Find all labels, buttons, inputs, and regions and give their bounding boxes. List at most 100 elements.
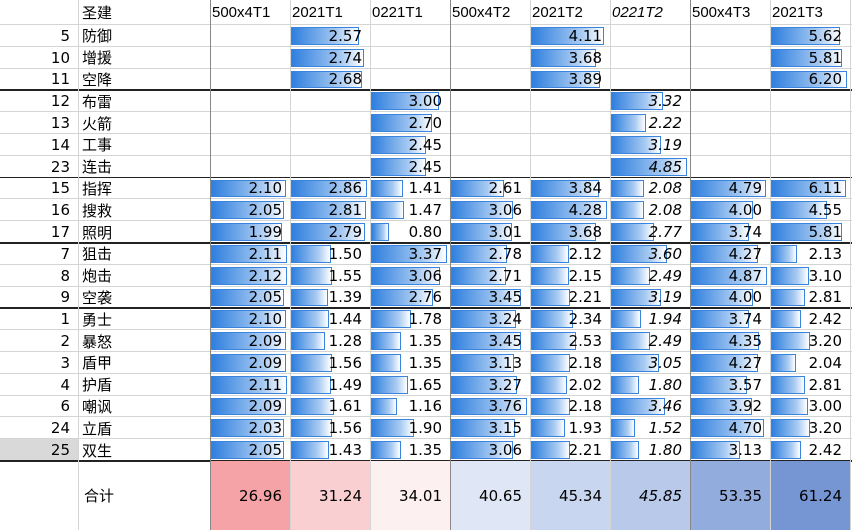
data-bar xyxy=(211,419,284,438)
data-bar xyxy=(211,354,286,372)
data-bar xyxy=(611,288,661,307)
value: 3.13 xyxy=(728,441,762,460)
data-bar xyxy=(451,288,521,307)
value-cell: 2.49 xyxy=(610,265,690,287)
value-cell: 2.18 xyxy=(530,396,610,418)
column-header: 2021T1 xyxy=(292,4,343,21)
value: 3.19 xyxy=(648,288,682,307)
value-cell: 2.02 xyxy=(530,374,610,396)
value: 2.09 xyxy=(248,397,282,416)
value-cell: 2.68 xyxy=(290,69,370,91)
value-cell: 4.27 xyxy=(690,243,770,265)
value-cell: 3.92 xyxy=(690,396,770,418)
value: 1.80 xyxy=(648,441,682,460)
data-bar xyxy=(291,288,328,307)
value-cell: 3.06 xyxy=(450,199,530,221)
value-cell: 2.81 xyxy=(290,199,370,221)
value-cell: 1.16 xyxy=(370,396,450,418)
value: 5.81 xyxy=(808,223,842,242)
value: 3.00 xyxy=(408,92,442,111)
value: 1.43 xyxy=(328,441,362,460)
value: 3.32 xyxy=(648,92,682,111)
row-id: 11 xyxy=(50,70,70,89)
value-cell: 3.84 xyxy=(530,178,610,200)
data-bar xyxy=(371,310,412,329)
row-id: 12 xyxy=(50,92,70,111)
data-bar xyxy=(371,354,402,372)
data-bar xyxy=(611,419,635,438)
data-bar xyxy=(291,223,366,241)
value-cell: 2.13 xyxy=(770,243,850,265)
total-cell: 34.01 xyxy=(370,461,450,530)
data-bar xyxy=(531,354,570,372)
value-cell: 3.06 xyxy=(450,439,530,461)
value: 2.77 xyxy=(648,223,682,242)
value-cell: 2.09 xyxy=(210,396,290,418)
value-cell: 2.49 xyxy=(610,330,690,352)
value-cell: 2.61 xyxy=(450,178,530,200)
value: 2.86 xyxy=(328,179,362,198)
data-bar xyxy=(691,397,753,416)
row-name: 盾甲 xyxy=(82,354,113,373)
row-id: 24 xyxy=(50,419,70,438)
total-cell: 26.96 xyxy=(210,461,290,530)
value-cell: 1.35 xyxy=(370,439,450,461)
data-bar xyxy=(691,245,758,263)
value: 2.81 xyxy=(328,201,362,220)
data-bar xyxy=(771,375,806,394)
value: 2.61 xyxy=(488,179,522,198)
data-bar xyxy=(371,179,403,198)
value-cell: 1.94 xyxy=(610,308,690,330)
column-line xyxy=(770,0,771,530)
value: 1.35 xyxy=(408,332,442,351)
value-cell: 4.00 xyxy=(690,199,770,221)
value-cell: 3.15 xyxy=(450,417,530,439)
value: 2.11 xyxy=(248,244,282,263)
value-cell: 2.22 xyxy=(610,112,690,134)
data-bar xyxy=(451,266,506,285)
value-cell: 2.42 xyxy=(770,439,850,461)
grid-line xyxy=(0,372,852,374)
data-bar xyxy=(371,397,398,416)
data-bar xyxy=(451,179,504,198)
value: 2.70 xyxy=(408,114,442,133)
data-bar xyxy=(611,114,646,132)
value: 2.08 xyxy=(648,179,682,198)
value: 2.12 xyxy=(248,266,282,285)
value-cell: 1.47 xyxy=(370,199,450,221)
value-cell: 3.24 xyxy=(450,308,530,330)
data-bar xyxy=(211,266,287,285)
value: 3.84 xyxy=(568,179,602,198)
total-cell: 40.65 xyxy=(450,461,530,530)
value-cell: 1.90 xyxy=(370,417,450,439)
value-cell: 2.81 xyxy=(770,287,850,309)
value: 3.24 xyxy=(488,310,522,329)
data-bar xyxy=(611,223,655,241)
value-cell: 1.28 xyxy=(290,330,370,352)
value-cell: 2.53 xyxy=(530,330,610,352)
value-cell: 1.44 xyxy=(290,308,370,330)
data-bar xyxy=(291,48,364,67)
data-bar xyxy=(771,397,808,416)
row-name: 暴怒 xyxy=(82,332,113,351)
value-cell: 2.78 xyxy=(450,243,530,265)
data-bar xyxy=(451,419,515,438)
data-bar xyxy=(211,201,285,220)
value: 3.74 xyxy=(728,310,762,329)
row-id: 14 xyxy=(50,135,70,154)
grid-line xyxy=(0,24,852,25)
value-cell: 1.61 xyxy=(290,396,370,418)
value: 1.16 xyxy=(408,397,442,416)
value-cell: 3.68 xyxy=(530,221,610,243)
value: 2.79 xyxy=(328,223,362,242)
value: 2.09 xyxy=(248,332,282,351)
value-cell: 3.06 xyxy=(370,265,450,287)
data-bar xyxy=(691,266,767,285)
value-cell: 2.71 xyxy=(450,265,530,287)
value: 4.28 xyxy=(568,201,602,220)
value: 4.85 xyxy=(648,157,682,176)
value-cell: 2.18 xyxy=(530,352,610,374)
value-cell: 3.05 xyxy=(610,352,690,374)
value: 3.57 xyxy=(728,375,762,394)
value: 4.11 xyxy=(568,26,602,45)
